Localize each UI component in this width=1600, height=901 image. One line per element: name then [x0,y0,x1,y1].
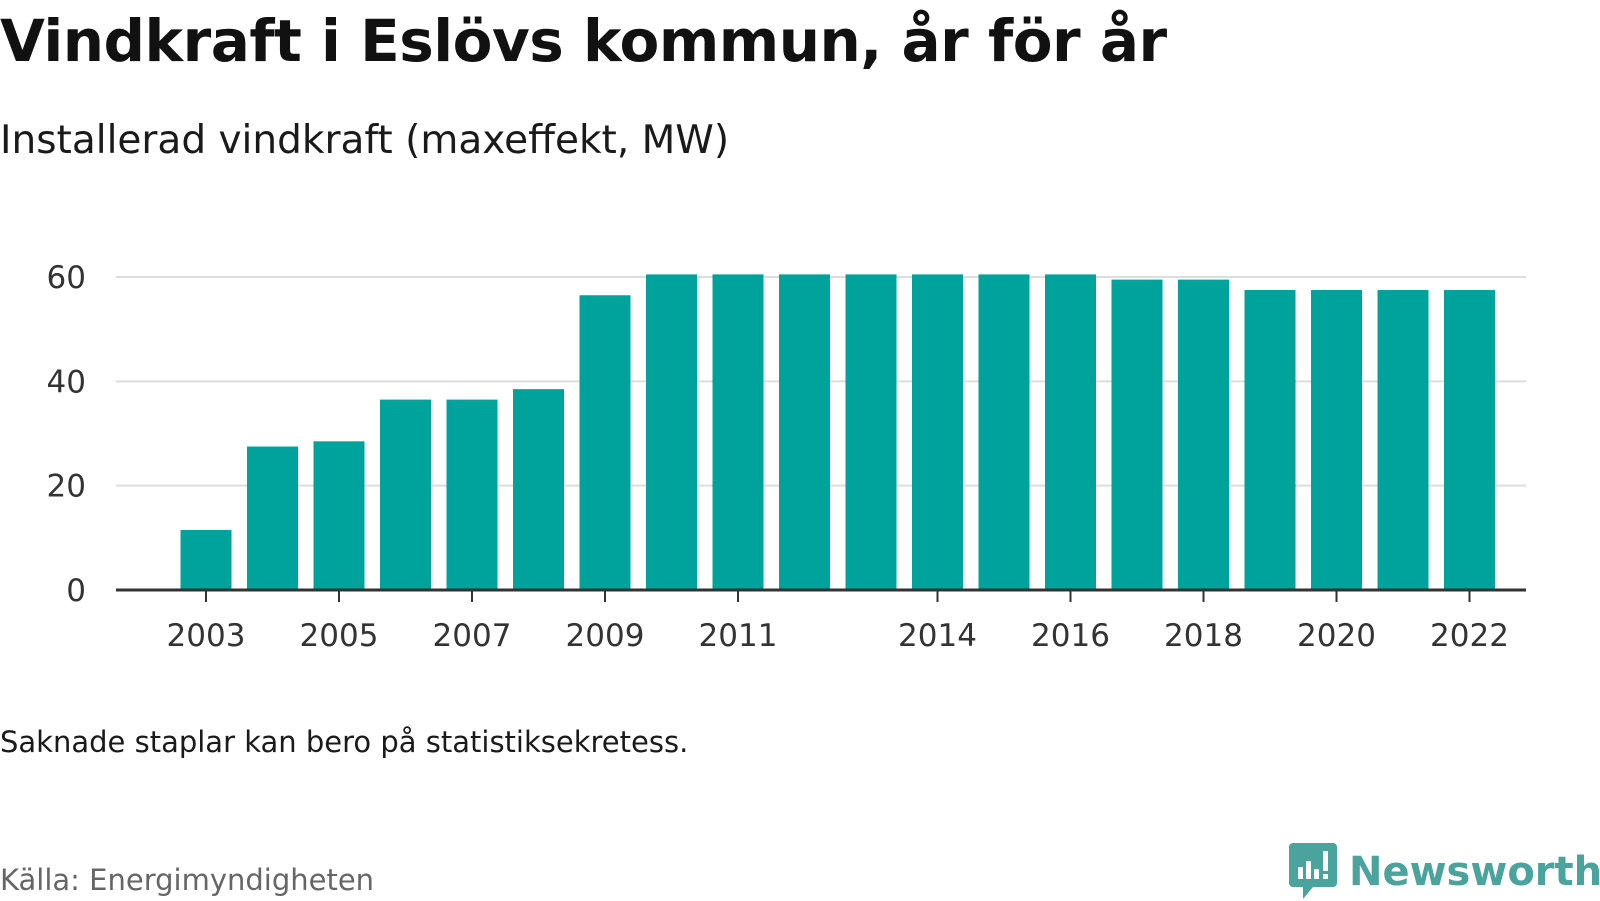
bar [180,530,232,590]
newsworthy-logo-icon [1289,843,1337,899]
x-tick-label: 2018 [1164,618,1243,654]
bar [1444,290,1495,590]
bar [978,274,1030,590]
bar [1377,290,1429,590]
source-text: Källa: Energimyndigheten [0,863,375,897]
bar [313,441,365,590]
bar [1045,274,1096,590]
bar [247,446,298,590]
bar [380,399,431,590]
x-tick-label: 2007 [433,618,512,654]
y-tick-label: 40 [47,364,86,400]
chart-note: Saknade staplar kan bero på statistiksek… [0,725,689,759]
x-tick-label: 2020 [1297,618,1376,654]
bar [646,274,697,590]
x-tick-label: 2011 [699,618,778,654]
bar [779,274,830,590]
brand-name: Newsworthy [1349,849,1600,895]
y-tick-label: 0 [66,573,86,609]
brand-logo: Newsworthy [1289,843,1600,901]
bar [1244,290,1296,590]
y-tick-label: 60 [47,260,86,296]
axes: 0 20 40 60 2003 2005 2007 2009 2011 2014 2016 2018 2… [47,260,1526,654]
bar [513,389,564,590]
chart-subtitle: Installerad vindkraft (maxeffekt, MW) [0,118,730,163]
bar [579,295,631,590]
bar [446,399,498,590]
x-tick-label: 2022 [1430,618,1509,654]
bar-chart: 0 20 40 60 2003 2005 2007 2009 2011 2014 2016 2018 2… [47,260,1526,654]
chart-title: Vindkraft i Eslövs kommun, år för år [0,7,1167,75]
bars [180,274,1495,590]
x-tick-label: 2016 [1031,618,1110,654]
bar [845,274,897,590]
bar [1111,279,1163,590]
bar [912,274,963,590]
x-tick-label: 2009 [566,618,645,654]
bar [712,274,764,590]
x-tick-label: 2014 [898,618,977,654]
bar [1311,290,1362,590]
x-tick-label: 2005 [300,618,379,654]
y-tick-label: 20 [47,469,86,505]
bar [1178,279,1229,590]
x-tick-label: 2003 [167,618,246,654]
